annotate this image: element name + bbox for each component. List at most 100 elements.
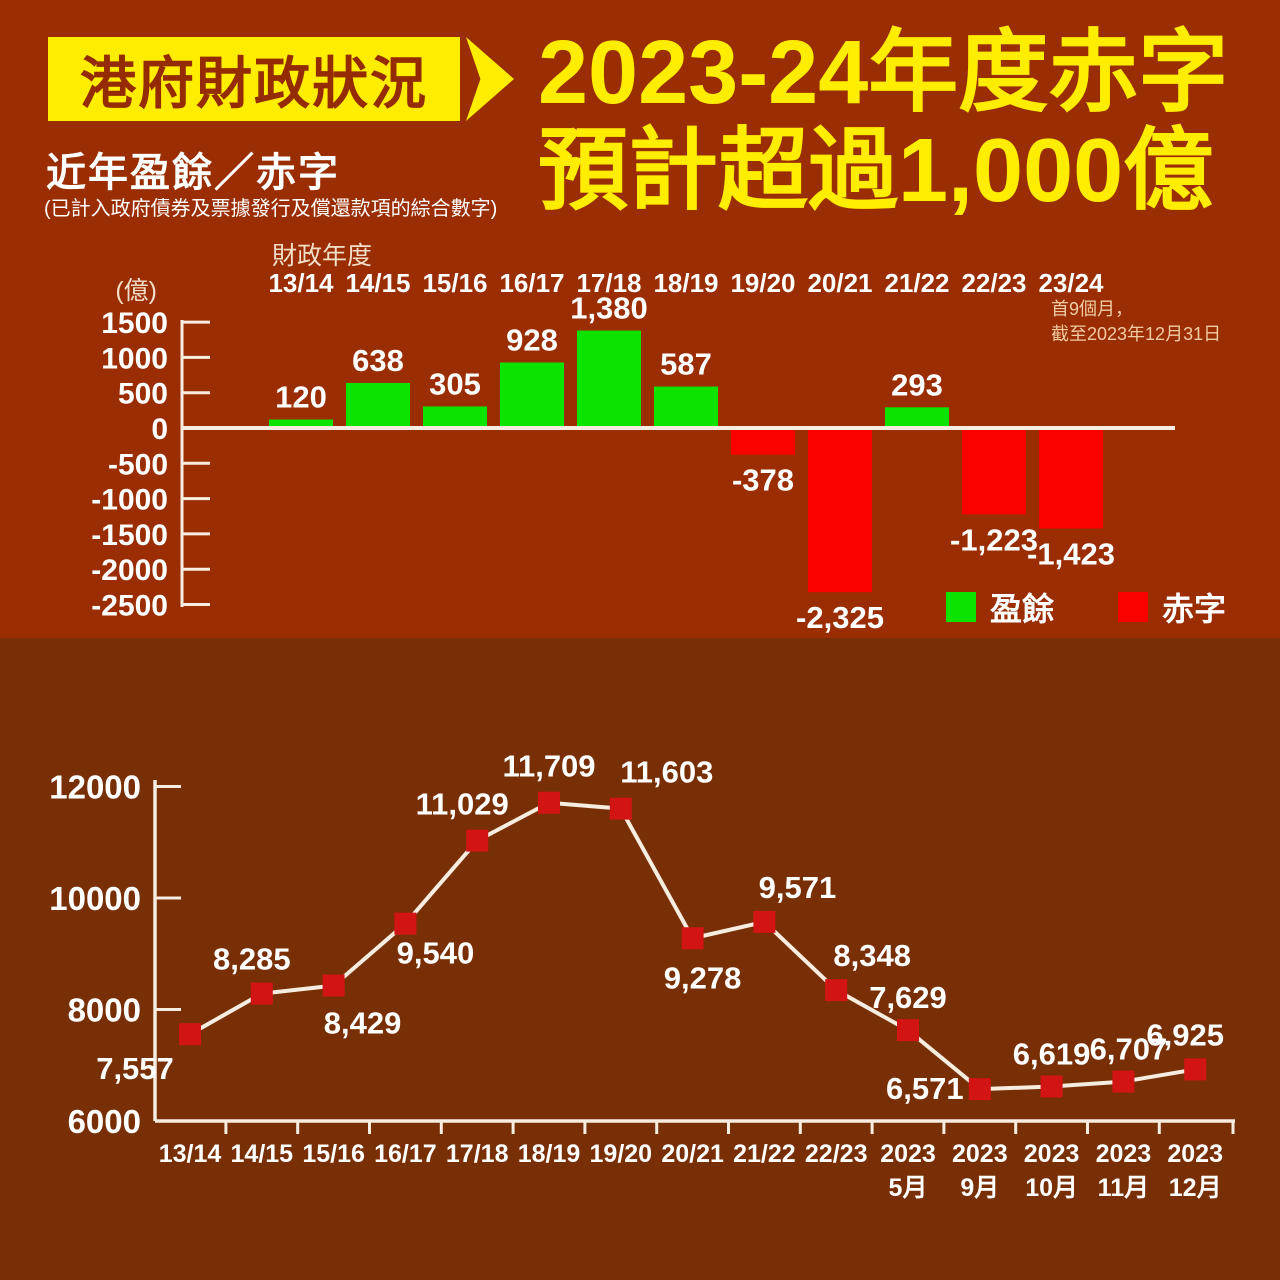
surplus-bar [500,362,564,428]
y-tick-label: -2500 [91,590,168,623]
x-category-label: 12月 [1169,1174,1222,1202]
x-category-label: 15/16 [422,268,487,298]
data-point-marker [538,791,560,814]
data-point-marker [968,1078,991,1101]
bar-value-label: 928 [506,322,558,357]
surplus-legend-label: 盈餘 [990,591,1055,627]
bar-value-label: -378 [732,463,794,498]
x-category-label: 15/16 [302,1140,365,1168]
main-title-line1: 2023-24年度赤字 [538,23,1229,123]
bar-value-label: -1,423 [1027,536,1115,571]
point-value-label: 9,278 [664,960,742,995]
data-point-marker [394,912,417,935]
y-tick-label: 0 [151,413,168,446]
x-category-label: 2023 [880,1140,936,1168]
fy2324-footnote: 首9個月， 截至2023年12月31日 [1051,297,1221,347]
x-category-label: 16/17 [499,268,564,298]
deficit-bar [1039,428,1103,529]
bar-value-label: -2,325 [796,600,884,635]
deficit-bar [731,428,795,455]
surplus-legend-swatch [946,592,976,622]
data-point-marker [1040,1075,1063,1098]
point-value-label: 7,629 [869,980,947,1015]
data-point-marker [179,1023,201,1046]
bar-value-label: 1,380 [570,291,648,326]
point-value-label: 6,571 [886,1071,964,1106]
data-point-marker [466,829,489,852]
bar-value-label: 120 [275,380,327,415]
bar-value-label: 305 [429,366,481,401]
point-value-label: 11,603 [620,755,713,790]
x-category-label: 20/21 [661,1140,724,1168]
surplus-bar [577,330,641,428]
y-tick-label: -2000 [91,554,168,587]
data-point-marker [609,797,632,820]
y-tick-label: 1500 [101,307,168,340]
surplus-bar [346,382,410,428]
x-category-label: 2023 [1024,1140,1080,1168]
x-category-label: 14/15 [231,1140,294,1168]
x-category-label: 17/18 [446,1140,509,1168]
bar-value-label: 293 [891,367,943,402]
point-value-label: 6,925 [1146,1017,1224,1052]
fy2324-footnote-line2: 截至2023年12月31日 [1051,324,1222,344]
point-value-label: 6,619 [1013,1036,1091,1071]
data-point-marker [250,982,273,1005]
point-value-label: 8,285 [213,942,291,977]
surplus-bar [654,386,718,428]
main-title-line2: 預計超過1,000億 [538,121,1214,221]
x-category-label: 13/14 [159,1140,222,1168]
data-point-marker [897,1019,919,1042]
x-category-label: 22/23 [805,1140,868,1168]
surplus-chart-axis-title: 財政年度 [272,242,373,270]
x-category-label: 9月 [960,1174,999,1202]
point-value-label: 8,429 [324,1006,402,1041]
y-tick-label: 1000 [101,342,168,375]
point-value-label: 8,348 [833,938,911,973]
bar-value-label: 587 [660,347,712,382]
x-category-label: 2023 [952,1140,1008,1168]
badge-arrow-icon [466,37,514,121]
x-category-label: 21/22 [884,268,949,298]
y-tick-label: -1000 [91,484,168,517]
data-point-marker [1184,1058,1207,1081]
y-tick-label: 12000 [49,769,141,806]
x-category-label: 14/15 [345,268,410,298]
surplus-chart-unit-label: (億) [115,277,157,305]
data-point-marker [1112,1070,1135,1093]
deficit-bar [808,428,872,593]
main-title: 2023-24年度赤字 預計超過1,000億 [538,24,1228,220]
x-category-label: 18/19 [518,1140,581,1168]
point-value-label: 9,571 [759,870,837,905]
x-category-label: 20/21 [807,268,872,298]
x-category-label: 21/22 [733,1140,796,1168]
surplus-chart-note: (已計入政府債券及票據發行及償還款項的綜合數字) [44,198,498,220]
deficit-legend-label: 赤字 [1162,591,1227,627]
x-category-label: 10月 [1025,1174,1078,1202]
deficit-bar [962,428,1026,515]
data-point-marker [681,927,704,950]
bar-value-label: -1,223 [950,522,1038,557]
bar-value-label: 638 [352,343,404,378]
y-tick-label: 6000 [68,1103,141,1140]
surplus-deficit-section: 港府財政狀況 2023-24年度赤字 預計超過1,000億 近年盈餘／赤字 (已… [0,0,1280,638]
fy2324-footnote-line1: 首9個月， [1051,299,1134,319]
x-category-label: 23/24 [1038,268,1104,298]
point-value-label: 11,709 [502,749,595,784]
y-tick-label: 500 [118,378,168,411]
x-category-label: 22/23 [961,268,1026,298]
reserves-line-chart: 12000 10000 8000 6000 13/14 14/15 15/16 16/17 17… [49,749,1235,1202]
x-category-label: 17/18 [576,268,641,298]
surplus-deficit-legend: 盈餘 赤字 [946,584,1226,630]
surplus-bar [885,407,949,428]
category-badge: 港府財政狀況 [48,37,460,121]
point-value-label: 7,557 [96,1051,174,1086]
deficit-legend-swatch [1118,592,1149,622]
surplus-chart-title: 近年盈餘／赤字 [46,151,340,195]
x-category-label: 5月 [889,1174,928,1202]
surplus-bar [423,406,487,428]
x-category-label: 11月 [1098,1174,1149,1202]
y-tick-label: -1500 [91,519,168,552]
